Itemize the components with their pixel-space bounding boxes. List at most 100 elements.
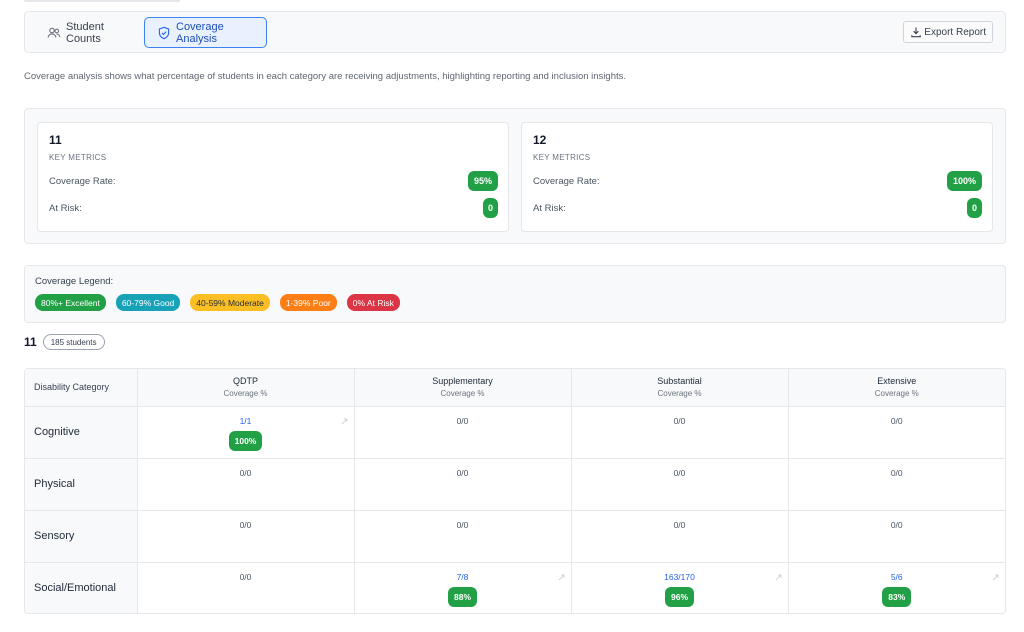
coverage-cell: 0/0 [137, 510, 355, 563]
key-metrics-panel: 11 KEY METRICS Coverage Rate: 95% At Ris… [24, 108, 1006, 244]
metric-card: 12 KEY METRICS Coverage Rate: 100% At Ri… [521, 122, 993, 232]
at-risk-badge: 0 [966, 198, 982, 218]
column-header-substantial: Substantial Coverage % [571, 369, 789, 407]
coverage-count: 0/0 [890, 467, 903, 478]
coverage-count-link[interactable]: 5/6 [890, 571, 903, 582]
tab-student-counts-label: Student Counts [66, 20, 104, 45]
metric-card-subtitle: KEY METRICS [49, 153, 107, 162]
coverage-count-link[interactable]: 1/1 [239, 415, 252, 426]
coverage-rate-label: Coverage Rate: [49, 175, 116, 187]
table-row: Social/Emotional 0/0 7/8 88% 163/170 96% [25, 562, 1005, 613]
column-header-extensive: Extensive Coverage % [788, 369, 1005, 407]
coverage-cell: 0/0 [354, 510, 572, 563]
coverage-cell: 0/0 [788, 510, 1005, 563]
row-category: Cognitive [25, 406, 138, 459]
coverage-count-link[interactable]: 7/8 [456, 571, 469, 582]
row-category: Physical [25, 458, 138, 511]
top-edge-strip [24, 0, 180, 2]
coverage-count: 0/0 [673, 519, 686, 530]
expand-arrow-icon[interactable] [992, 568, 999, 580]
legend-title: Coverage Legend: [35, 276, 114, 287]
coverage-count: 0/0 [456, 519, 469, 530]
expand-arrow-icon[interactable] [775, 568, 782, 580]
coverage-cell: 0/0 [137, 458, 355, 511]
column-subtitle: Coverage % [440, 389, 485, 399]
coverage-cell[interactable]: 163/170 96% [571, 562, 789, 613]
tab-bar: Student Counts Coverage Analysis Export … [24, 11, 1006, 53]
metric-card-subtitle: KEY METRICS [533, 153, 591, 162]
metric-card: 11 KEY METRICS Coverage Rate: 95% At Ris… [37, 122, 509, 232]
coverage-cell: 0/0 [788, 458, 1005, 511]
column-header-category: Disability Category [25, 369, 138, 407]
column-subtitle: Coverage % [223, 389, 268, 399]
at-risk-label: At Risk: [533, 202, 566, 214]
coverage-rate-badge: 95% [467, 171, 498, 191]
legend-at-risk: 0% At Risk [346, 294, 400, 311]
coverage-cell: 0/0 [788, 406, 1005, 459]
legend-excellent: 80%+ Excellent [35, 294, 106, 311]
coverage-cell: 0/0 [137, 562, 355, 613]
coverage-count: 0/0 [890, 415, 903, 426]
coverage-count-link[interactable]: 163/170 [664, 571, 695, 582]
coverage-count: 0/0 [456, 415, 469, 426]
coverage-percent-badge: 96% [664, 586, 694, 607]
group-header: 11 185 students [24, 334, 105, 350]
coverage-cell[interactable]: 7/8 88% [354, 562, 572, 613]
at-risk-row: At Risk: 0 [533, 198, 982, 218]
legend-good: 60-79% Good [115, 294, 181, 311]
export-report-button[interactable]: Export Report [903, 21, 993, 43]
column-name: Supplementary [432, 376, 493, 387]
tab-coverage-analysis-label: Coverage Analysis [176, 20, 224, 45]
coverage-count: 0/0 [673, 415, 686, 426]
coverage-count: 0/0 [239, 519, 252, 530]
users-icon [47, 26, 61, 40]
legend-poor: 1-39% Poor [279, 294, 337, 311]
group-title: 11 [24, 335, 37, 349]
tab-coverage-analysis[interactable]: Coverage Analysis [144, 17, 267, 48]
coverage-cell: 0/0 [571, 406, 789, 459]
coverage-percent-badge: 100% [228, 430, 263, 451]
row-category: Social/Emotional [25, 562, 138, 613]
metric-card-title: 11 [49, 133, 62, 147]
legend-moderate: 40-59% Moderate [190, 294, 270, 311]
coverage-cell: 0/0 [571, 458, 789, 511]
at-risk-row: At Risk: 0 [49, 198, 498, 218]
column-name: QDTP [232, 376, 258, 387]
coverage-rate-row: Coverage Rate: 95% [49, 171, 498, 191]
at-risk-label: At Risk: [49, 202, 82, 214]
coverage-rate-row: Coverage Rate: 100% [533, 171, 982, 191]
tab-student-counts[interactable]: Student Counts [37, 17, 141, 48]
row-category: Sensory [25, 510, 138, 563]
coverage-legend: Coverage Legend: 80%+ Excellent 60-79% G… [24, 265, 1006, 323]
column-header-supplementary: Supplementary Coverage % [354, 369, 572, 407]
coverage-cell: 0/0 [354, 406, 572, 459]
coverage-rate-label: Coverage Rate: [533, 175, 600, 187]
download-icon [910, 26, 922, 38]
metric-card-title: 12 [533, 133, 547, 147]
coverage-percent-badge: 83% [882, 586, 912, 607]
expand-arrow-icon[interactable] [558, 568, 565, 580]
column-name: Substantial [657, 376, 702, 387]
coverage-description: Coverage analysis shows what percentage … [24, 71, 627, 82]
coverage-cell[interactable]: 5/6 83% [788, 562, 1005, 613]
coverage-count: 0/0 [239, 467, 252, 478]
at-risk-badge: 0 [482, 198, 498, 218]
table-row: Cognitive 1/1 100% 0/0 0/0 0/0 [25, 406, 1005, 459]
coverage-count: 0/0 [239, 571, 252, 582]
column-subtitle: Coverage % [874, 389, 919, 399]
legend-items: 80%+ Excellent 60-79% Good 40-59% Modera… [35, 294, 410, 311]
coverage-cell: 0/0 [571, 510, 789, 563]
coverage-table: Disability Category QDTP Coverage % Supp… [24, 368, 1006, 614]
coverage-cell: 0/0 [354, 458, 572, 511]
coverage-cell[interactable]: 1/1 100% [137, 406, 355, 459]
table-row: Physical 0/0 0/0 0/0 0/0 [25, 458, 1005, 511]
expand-arrow-icon[interactable] [341, 412, 348, 424]
shield-icon [157, 26, 171, 40]
column-header-qdtp: QDTP Coverage % [137, 369, 355, 407]
coverage-count: 0/0 [673, 467, 686, 478]
column-name: Extensive [877, 376, 917, 387]
student-count-badge: 185 students [42, 334, 105, 350]
export-report-label: Export Report [924, 26, 986, 38]
coverage-rate-badge: 100% [946, 171, 982, 191]
column-subtitle: Coverage % [657, 389, 702, 399]
